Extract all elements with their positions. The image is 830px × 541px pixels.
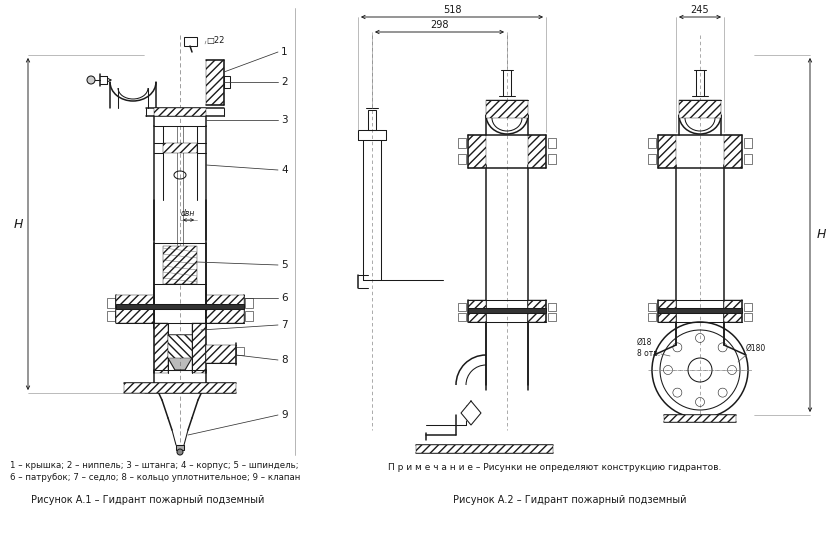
Circle shape	[87, 76, 95, 84]
Bar	[206, 60, 224, 105]
Bar	[658, 300, 676, 322]
Bar	[163, 246, 197, 284]
Bar	[458, 313, 466, 321]
Bar	[548, 303, 556, 311]
Bar	[724, 300, 742, 322]
Bar	[648, 313, 656, 321]
Bar	[664, 415, 736, 422]
Text: Ø18
8 отв.: Ø18 8 отв.	[637, 338, 660, 358]
Text: 4: 4	[281, 165, 288, 175]
Text: □22: □22	[206, 36, 224, 44]
Bar	[528, 135, 546, 168]
Bar	[245, 311, 253, 321]
Text: H: H	[13, 217, 22, 230]
Bar	[184, 37, 197, 46]
Bar	[744, 138, 752, 148]
Bar	[116, 304, 244, 309]
Bar	[648, 138, 656, 148]
Bar	[154, 108, 206, 116]
Bar	[648, 154, 656, 164]
Bar	[744, 313, 752, 321]
Bar	[206, 345, 236, 363]
Bar	[458, 138, 466, 148]
Bar	[416, 445, 553, 453]
Bar	[107, 311, 115, 321]
Bar	[116, 295, 154, 323]
Bar	[154, 323, 168, 373]
Bar	[224, 76, 230, 88]
Bar	[192, 323, 206, 373]
Bar	[468, 308, 546, 313]
Bar	[163, 143, 197, 153]
Text: 1: 1	[281, 47, 288, 57]
Bar	[168, 335, 192, 358]
Bar	[648, 303, 656, 311]
Bar	[724, 135, 742, 168]
Bar	[548, 138, 556, 148]
Text: 7: 7	[281, 320, 288, 330]
Bar	[458, 154, 466, 164]
Bar	[744, 154, 752, 164]
Bar	[658, 308, 742, 313]
Polygon shape	[168, 335, 192, 370]
Text: Рисунок А.1 – Гидрант пожарный подземный: Рисунок А.1 – Гидрант пожарный подземный	[32, 495, 265, 505]
Bar	[658, 135, 676, 168]
Bar	[368, 110, 376, 130]
Bar	[124, 383, 236, 393]
Bar	[548, 313, 556, 321]
Text: 6 – патрубок; 7 – седло; 8 – кольцо уплотнительное; 9 – клапан: 6 – патрубок; 7 – седло; 8 – кольцо упло…	[10, 472, 300, 481]
Text: 5: 5	[281, 260, 288, 270]
Text: dвн: dвн	[181, 208, 195, 217]
Bar	[528, 300, 546, 322]
Text: 8: 8	[281, 355, 288, 365]
Bar	[107, 298, 115, 308]
Text: 9: 9	[281, 410, 288, 420]
Text: П р и м е ч а н и е – Рисунки не определяют конструкцию гидрантов.: П р и м е ч а н и е – Рисунки не определ…	[388, 463, 722, 472]
Bar	[458, 303, 466, 311]
Bar	[548, 154, 556, 164]
Text: 3: 3	[281, 115, 288, 125]
Bar	[236, 347, 244, 355]
Text: Рисунок А.2 – Гидрант пожарный подземный: Рисунок А.2 – Гидрант пожарный подземный	[453, 495, 686, 505]
Bar	[206, 295, 244, 323]
Text: 1 – крышка; 2 – ниппель; 3 – штанга; 4 – корпус; 5 – шпиндель;: 1 – крышка; 2 – ниппель; 3 – штанга; 4 –…	[10, 461, 299, 471]
Bar	[176, 445, 184, 450]
Bar	[679, 100, 721, 118]
Bar	[486, 100, 528, 118]
Circle shape	[177, 449, 183, 455]
Bar	[245, 298, 253, 308]
Bar	[744, 303, 752, 311]
Text: Ø180: Ø180	[746, 344, 766, 353]
Text: H: H	[817, 228, 827, 241]
Text: 2: 2	[281, 77, 288, 87]
Text: 298: 298	[430, 20, 448, 30]
Text: 6: 6	[281, 293, 288, 303]
Polygon shape	[461, 401, 481, 425]
Text: 518: 518	[442, 5, 461, 15]
Bar	[468, 135, 486, 168]
Bar	[468, 300, 486, 322]
Text: 245: 245	[691, 5, 710, 15]
